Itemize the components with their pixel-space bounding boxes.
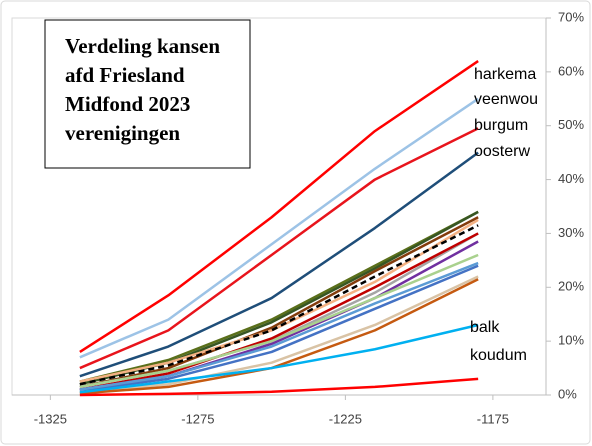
y-tick-label: 70% xyxy=(558,9,584,24)
series-label: oosterw xyxy=(474,143,530,160)
chart-title: Verdeling kansen xyxy=(65,34,220,58)
series-line xyxy=(79,224,479,386)
y-tick-label: 20% xyxy=(558,279,584,294)
series-line xyxy=(79,253,479,389)
x-tick-label: -1175 xyxy=(477,411,509,426)
series-label: harkema xyxy=(474,66,536,83)
y-tick-label: 50% xyxy=(558,117,584,132)
series-line xyxy=(79,232,479,391)
title-box xyxy=(44,19,251,169)
series-label: balk xyxy=(470,319,500,336)
series-label: burgum xyxy=(474,117,528,134)
y-tick-label: 0% xyxy=(558,386,577,401)
series-line xyxy=(79,275,479,394)
x-tick-label: -1225 xyxy=(329,411,362,426)
series-line xyxy=(79,210,479,383)
series-label: veenwou xyxy=(474,91,538,108)
chart-title: verenigingen xyxy=(65,121,180,145)
series-lines xyxy=(79,60,479,397)
series-line xyxy=(79,60,479,353)
series-line xyxy=(79,377,479,397)
x-tick-label: -1325 xyxy=(34,411,67,426)
series-line xyxy=(79,218,479,383)
series-label: koudum xyxy=(470,347,527,364)
series-line xyxy=(79,127,479,370)
series-line xyxy=(79,323,479,394)
y-tick-label: 40% xyxy=(558,171,584,186)
y-tick-label: 60% xyxy=(558,63,584,78)
series-line xyxy=(79,261,479,391)
series-line xyxy=(79,151,479,378)
series-line xyxy=(79,216,479,389)
series-line xyxy=(79,97,479,359)
y-tick-label: 10% xyxy=(558,333,584,348)
x-tick-label: -1275 xyxy=(181,411,214,426)
chart-title: afd Friesland xyxy=(65,63,185,87)
series-line xyxy=(79,264,479,392)
y-tick-label: 30% xyxy=(558,225,584,240)
chart-title: Midfond 2023 xyxy=(65,92,190,116)
labels: 0% 10% 20% 30% 40% 50% 60% 70% -1325 -1275 -1225 -1… xyxy=(34,9,585,426)
